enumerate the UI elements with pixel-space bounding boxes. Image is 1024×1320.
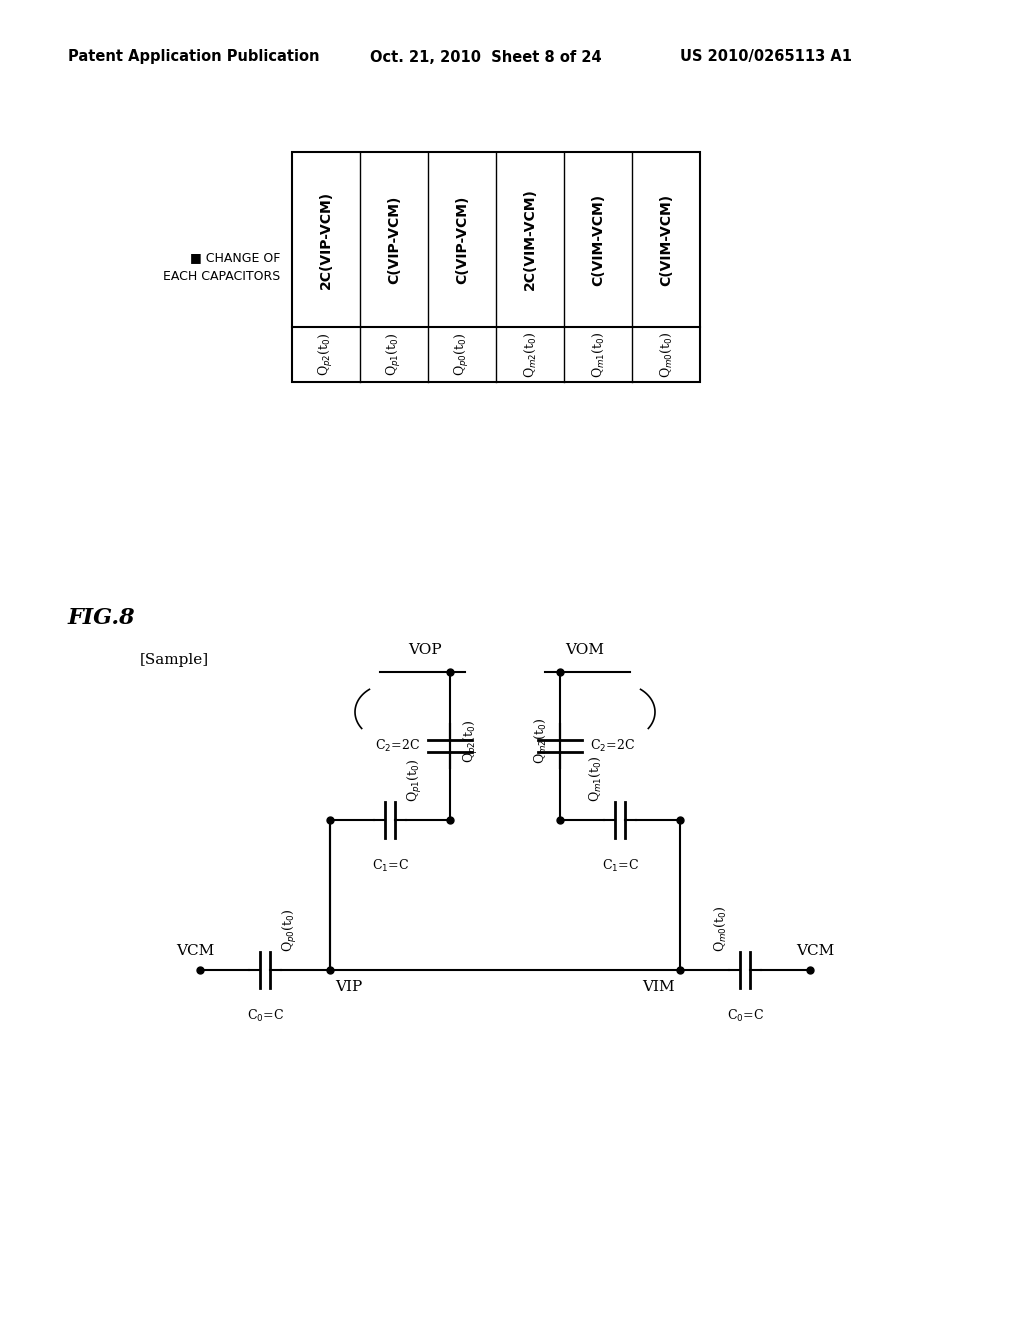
Bar	[292, 152, 700, 381]
Text: Q$_{m1}$(t$_0$): Q$_{m1}$(t$_0$)	[588, 755, 602, 803]
Text: Q$_{m2}$(t$_0$): Q$_{m2}$(t$_0$)	[532, 718, 548, 764]
Text: C$_2$=2C: C$_2$=2C	[375, 738, 420, 754]
Text: Q$_{p2}$(t$_0$): Q$_{p2}$(t$_0$)	[462, 719, 480, 763]
Text: Oct. 21, 2010  Sheet 8 of 24: Oct. 21, 2010 Sheet 8 of 24	[370, 49, 602, 65]
Text: Q$_{m1}$(t$_0$): Q$_{m1}$(t$_0$)	[591, 331, 605, 378]
Text: C$_0$=C: C$_0$=C	[726, 1008, 764, 1024]
Text: C(VIP-VCM): C(VIP-VCM)	[387, 195, 401, 284]
Text: [Sample]: [Sample]	[140, 653, 209, 667]
Text: Q$_{p1}$(t$_0$): Q$_{p1}$(t$_0$)	[406, 758, 424, 803]
Text: 2C(VIP-VCM): 2C(VIP-VCM)	[319, 190, 333, 289]
Text: Q$_{p0}$(t$_0$): Q$_{p0}$(t$_0$)	[453, 333, 471, 376]
Text: US 2010/0265113 A1: US 2010/0265113 A1	[680, 49, 852, 65]
Text: C$_1$=C: C$_1$=C	[601, 858, 639, 874]
Text: VIP: VIP	[335, 979, 362, 994]
Text: C$_0$=C: C$_0$=C	[247, 1008, 284, 1024]
Text: Q$_{m0}$(t$_0$): Q$_{m0}$(t$_0$)	[658, 331, 674, 378]
Text: Q$_{m0}$(t$_0$): Q$_{m0}$(t$_0$)	[713, 906, 728, 952]
Text: C(VIM-VCM): C(VIM-VCM)	[659, 194, 673, 285]
Text: Q$_{p2}$(t$_0$): Q$_{p2}$(t$_0$)	[317, 333, 335, 376]
Text: VCM: VCM	[176, 944, 214, 958]
Text: C$_2$=2C: C$_2$=2C	[590, 738, 635, 754]
Text: FIG.8: FIG.8	[68, 607, 135, 630]
Text: ■ CHANGE OF
EACH CAPACITORS: ■ CHANGE OF EACH CAPACITORS	[163, 252, 280, 282]
Text: VOM: VOM	[565, 643, 604, 657]
Text: C(VIM-VCM): C(VIM-VCM)	[591, 194, 605, 285]
Text: Q$_{m2}$(t$_0$): Q$_{m2}$(t$_0$)	[522, 331, 538, 378]
Text: C$_1$=C: C$_1$=C	[372, 858, 409, 874]
Text: 2C(VIM-VCM): 2C(VIM-VCM)	[523, 189, 537, 290]
Text: VOP: VOP	[409, 643, 441, 657]
Text: VCM: VCM	[796, 944, 835, 958]
Text: Q$_{p1}$(t$_0$): Q$_{p1}$(t$_0$)	[385, 333, 403, 376]
Text: Patent Application Publication: Patent Application Publication	[68, 49, 319, 65]
Text: C(VIP-VCM): C(VIP-VCM)	[455, 195, 469, 284]
Text: Q$_{p0}$(t$_0$): Q$_{p0}$(t$_0$)	[281, 908, 299, 952]
Text: VIM: VIM	[642, 979, 675, 994]
